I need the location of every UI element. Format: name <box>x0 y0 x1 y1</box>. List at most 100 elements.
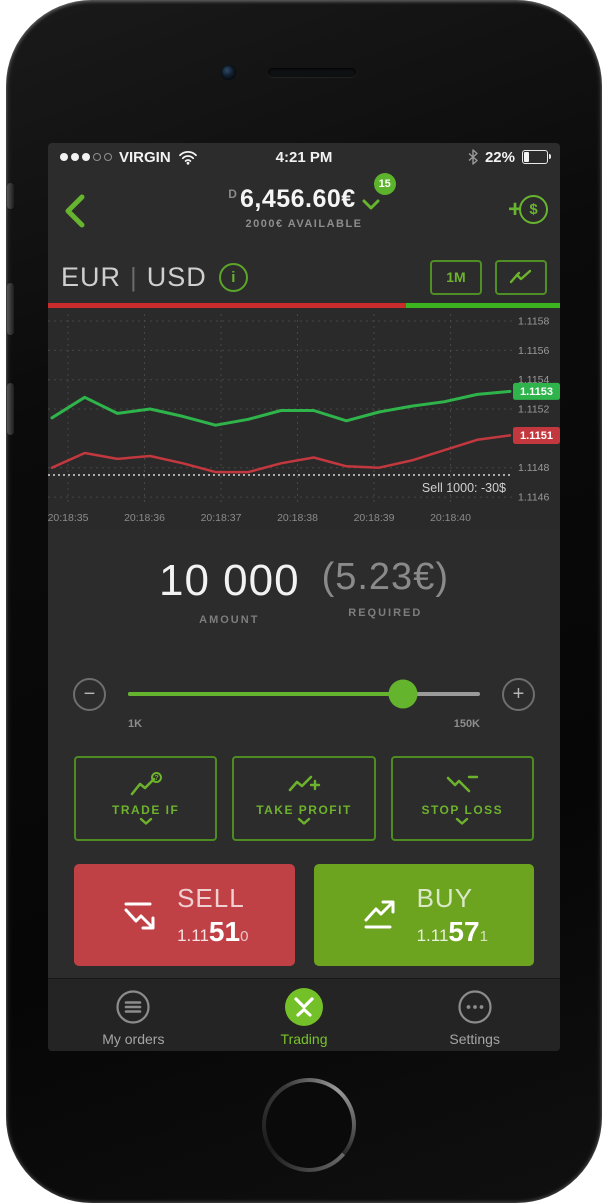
wifi-icon <box>178 150 197 165</box>
volume-down-button[interactable] <box>7 383 14 435</box>
required-label: REQUIRED <box>348 607 423 619</box>
account-balance[interactable]: D 6,456.60€ 15 2000€ AVAILABLE <box>48 173 560 230</box>
svg-text:20:18:38: 20:18:38 <box>277 512 318 524</box>
svg-text:1.1146: 1.1146 <box>518 492 549 504</box>
svg-text:1.1148: 1.1148 <box>518 462 549 474</box>
svg-text:1.1153: 1.1153 <box>520 386 553 398</box>
line-chart-icon <box>509 269 532 284</box>
sell-sentiment <box>48 303 407 308</box>
clock: 4:21 PM <box>275 148 333 166</box>
settings-icon <box>456 988 494 1026</box>
take-profit-label: TAKE PROFIT <box>256 803 352 817</box>
amount-slider-track[interactable] <box>128 679 480 709</box>
tab-label: Settings <box>449 1030 500 1047</box>
add-funds-button[interactable]: + $ <box>508 195 548 224</box>
buy-button[interactable]: BUY 1.11571 <box>313 864 534 966</box>
amount-slider-section: − + 1K 150K <box>48 672 560 744</box>
chevron-down-icon <box>456 817 469 825</box>
balance-value: 6,456.60€ <box>239 185 356 213</box>
svg-text:1.1151: 1.1151 <box>520 430 553 442</box>
back-button[interactable] <box>60 193 90 229</box>
buy-sentiment <box>406 303 560 308</box>
stop-loss-icon <box>447 775 479 793</box>
available-funds-label: 2000€ AVAILABLE <box>245 218 363 230</box>
sell-price: 1.11510 <box>177 915 249 947</box>
info-icon[interactable]: i <box>218 262 248 292</box>
buy-price: 1.11571 <box>416 915 488 947</box>
buy-trend-icon <box>364 900 395 929</box>
volume-up-button[interactable] <box>7 283 14 335</box>
svg-text:20:18:36: 20:18:36 <box>124 512 165 524</box>
trade-if-icon: ? <box>130 772 162 796</box>
buy-label: BUY <box>416 882 474 913</box>
notification-badge: 15 <box>373 173 396 195</box>
battery-icon <box>522 150 551 164</box>
svg-text:1.1158: 1.1158 <box>518 316 549 328</box>
quote-currency: USD <box>146 261 207 292</box>
app-screen: VIRGIN 4:21 PM 22% <box>48 143 560 1051</box>
trade-if-label: TRADE IF <box>111 803 180 817</box>
amount-section: 10 000 AMOUNT (5.23€) REQUIRED <box>48 530 560 672</box>
pair-divider: | <box>130 261 138 292</box>
required-value: (5.23€) <box>321 556 449 598</box>
status-bar: VIRGIN 4:21 PM 22% <box>48 143 560 171</box>
decrease-amount-button[interactable]: − <box>73 677 106 711</box>
base-currency: EUR <box>61 261 122 292</box>
app-header: D 6,456.60€ 15 2000€ AVAILABLE + $ <box>48 171 560 251</box>
tab-label: My orders <box>102 1030 165 1047</box>
front-camera <box>221 65 236 80</box>
stop-loss-label: STOP LOSS <box>421 803 504 817</box>
svg-text:20:18:37: 20:18:37 <box>201 512 242 524</box>
stop-loss-button[interactable]: STOP LOSS <box>390 756 534 841</box>
bottom-tab-bar: My orders Trading <box>48 978 560 1051</box>
my-orders-icon <box>114 988 152 1026</box>
sell-button[interactable]: SELL 1.11510 <box>74 864 295 966</box>
plus-icon: + <box>507 195 522 223</box>
increase-amount-button[interactable]: + <box>502 677 535 711</box>
chart-type-button[interactable] <box>495 259 547 295</box>
slider-max-label: 150K <box>453 718 480 730</box>
amount-label: AMOUNT <box>199 614 260 626</box>
account-type-label: D <box>228 186 237 201</box>
carrier-label: VIRGIN <box>119 148 171 166</box>
battery-percent-label: 22% <box>484 148 515 166</box>
tab-my-orders[interactable]: My orders <box>48 979 219 1051</box>
instrument-row: EUR | USD i 1M <box>48 251 560 303</box>
svg-text:Sell 1000: -30$: Sell 1000: -30$ <box>422 481 506 495</box>
order-options: ? TRADE IF TAKE PROFIT <box>48 744 560 848</box>
chevron-down-icon <box>362 199 380 210</box>
chevron-down-icon <box>297 817 311 825</box>
price-chart: 20:18:35 20:18:36 20:18:37 20:18:38 20:18:39… <box>48 308 560 530</box>
amount-slider-thumb[interactable] <box>388 679 418 709</box>
trade-if-button[interactable]: ? TRADE IF <box>74 756 218 841</box>
bluetooth-icon <box>468 149 478 165</box>
svg-text:?: ? <box>154 775 158 782</box>
tab-settings[interactable]: Settings <box>389 979 560 1051</box>
earpiece-speaker <box>268 68 356 77</box>
tab-trading[interactable]: Trading <box>219 979 390 1051</box>
sentiment-bar <box>48 303 560 308</box>
slider-min-label: 1K <box>128 718 143 730</box>
svg-text:1.1156: 1.1156 <box>518 345 549 357</box>
trading-icon <box>285 987 323 1026</box>
mute-switch[interactable] <box>7 183 14 209</box>
tab-label: Trading <box>280 1030 328 1047</box>
svg-text:20:18:40: 20:18:40 <box>430 512 471 524</box>
timeframe-button[interactable]: 1M <box>430 259 482 295</box>
chevron-down-icon <box>139 817 152 825</box>
sell-trend-icon <box>124 902 155 930</box>
svg-text:1.1152: 1.1152 <box>518 404 549 416</box>
amount-value[interactable]: 10 000 <box>159 556 300 605</box>
signal-strength-icon <box>60 153 112 161</box>
currency-pair: EUR | USD <box>61 262 207 293</box>
take-profit-icon <box>288 775 321 792</box>
phone-body: VIRGIN 4:21 PM 22% <box>6 0 602 1203</box>
dollar-circle-icon: $ <box>519 195 548 224</box>
take-profit-button[interactable]: TAKE PROFIT <box>232 756 376 841</box>
sell-label: SELL <box>177 882 245 913</box>
svg-text:20:18:39: 20:18:39 <box>354 512 395 524</box>
svg-text:20:18:35: 20:18:35 <box>48 512 89 524</box>
trade-actions: SELL 1.11510 BUY 1.11571 <box>48 848 560 978</box>
home-button[interactable] <box>262 1078 356 1172</box>
